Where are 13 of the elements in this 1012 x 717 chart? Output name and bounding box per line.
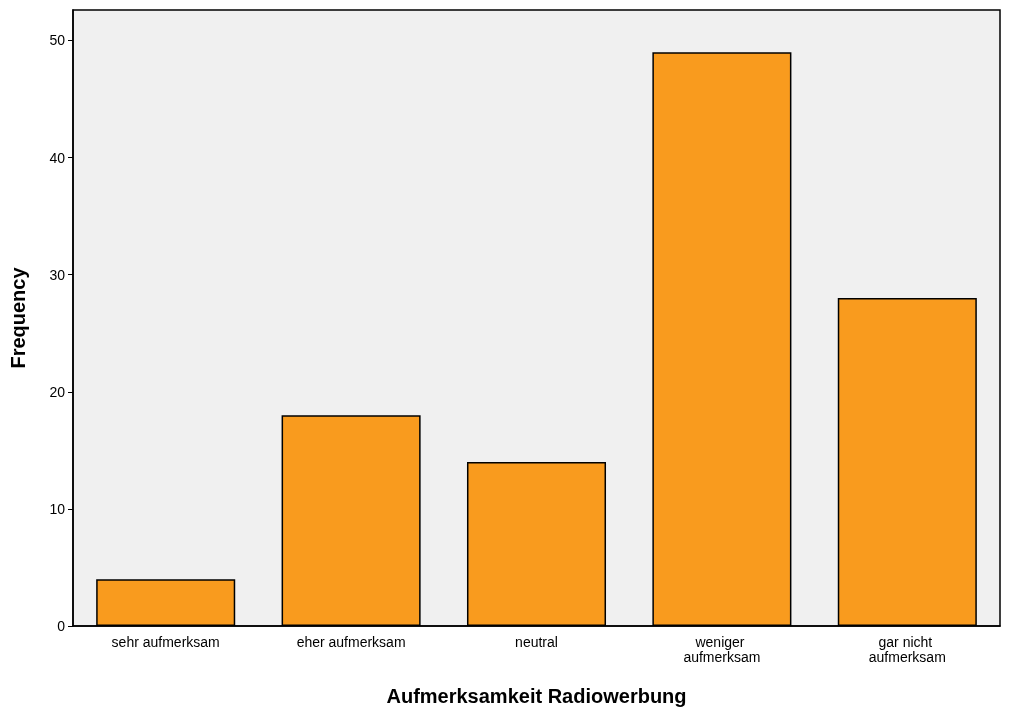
x-axis-title: Aufmerksamkeit Radiowerbung: [386, 685, 687, 707]
x-tick-label: neutral: [515, 633, 558, 650]
x-tick-label: gar nicht aufmerksam: [868, 633, 946, 665]
y-tick-label: 0: [57, 618, 66, 634]
x-tick-label: sehr aufmerksam: [111, 633, 220, 650]
x-tick-label: weniger aufmerksam: [683, 633, 761, 665]
y-tick-label: 20: [49, 383, 66, 400]
y-tick-label: 30: [49, 266, 66, 283]
y-axis-title: Frequency: [7, 266, 29, 369]
y-tick-label: 10: [49, 500, 66, 517]
x-tick-label: eher aufmerksam: [296, 633, 406, 650]
y-tick-label: 50: [49, 32, 66, 49]
y-tick-label: 40: [49, 149, 66, 166]
